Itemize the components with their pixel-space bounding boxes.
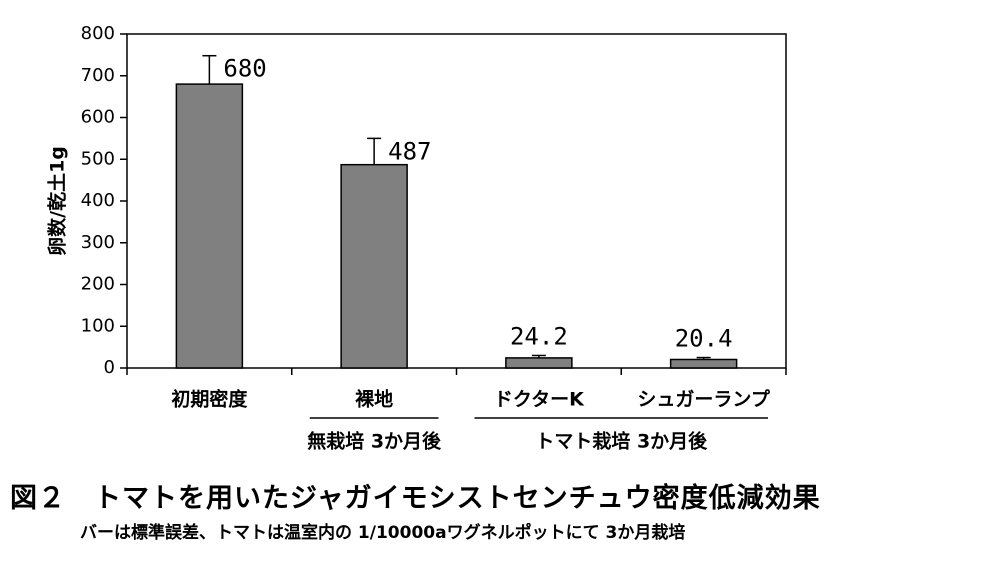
group-label: 無栽培 3か月後	[307, 430, 442, 453]
data-label: 487	[388, 137, 431, 165]
y-axis-label: 卵数/乾土1g	[46, 146, 69, 256]
y-tick-label: 200	[81, 274, 115, 295]
data-label: 680	[223, 55, 266, 83]
y-tick-label: 400	[81, 190, 115, 211]
bar	[505, 357, 573, 369]
group-label: トマト栽培 3か月後	[535, 430, 708, 453]
y-tick-label: 600	[81, 107, 115, 128]
y-tick-label: 300	[81, 232, 115, 253]
bar	[669, 358, 738, 369]
bar	[340, 163, 408, 369]
y-tick-label: 800	[81, 23, 115, 44]
category-label: ドクターK	[494, 389, 585, 411]
y-tick-label: 700	[81, 65, 115, 86]
bar-chart: 0 100 200 300 400 500 600 700 800 680 487 24.2 20.4…	[46, 23, 787, 453]
figure-caption: 図２ トマトを用いたジャガイモシストセンチュウ密度低減効果	[10, 483, 821, 514]
category-label: 裸地	[355, 388, 393, 411]
bar	[175, 83, 244, 369]
y-tick-label: 500	[81, 148, 115, 169]
data-label: 20.4	[675, 325, 733, 353]
category-label: 初期密度	[171, 388, 248, 411]
y-tick-label: 0	[104, 357, 115, 378]
category-label: シュガーランプ	[637, 388, 770, 411]
data-label: 24.2	[510, 322, 568, 350]
y-tick-label: 100	[81, 315, 115, 336]
figure-note: バーは標準誤差、トマトは温室内の 1/10000aワグネルポットにて 3か月栽培	[80, 523, 686, 543]
